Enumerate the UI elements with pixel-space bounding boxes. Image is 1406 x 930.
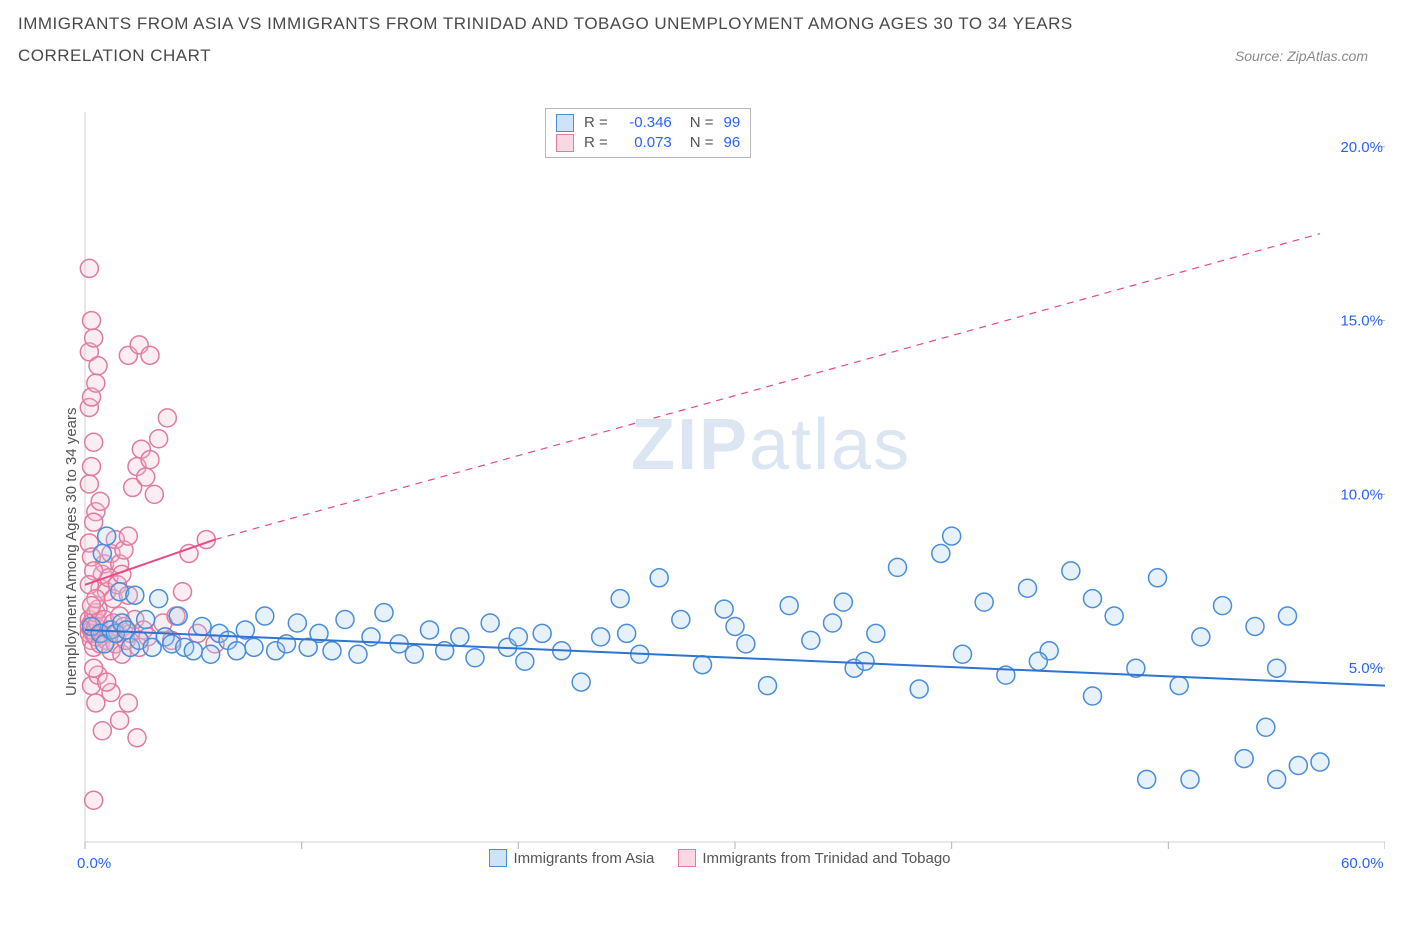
svg-text:15.0%: 15.0%: [1340, 313, 1383, 330]
legend-bottom: 0.0% Immigrants from Asia Immigrants from…: [55, 849, 1385, 872]
legend-n-label: N =: [690, 133, 714, 153]
legend-swatch: [556, 134, 574, 152]
legend-n-value: 99: [724, 113, 741, 133]
legend-bottom-item: Immigrants from Trinidad and Tobago: [678, 849, 950, 867]
legend-r-label: R =: [584, 113, 608, 133]
x-axis-min-label: 0.0%: [77, 855, 111, 872]
legend-bottom-item: Immigrants from Asia: [489, 849, 654, 867]
legend-stats-row: R = 0.073 N = 96: [556, 133, 740, 153]
scatter-plot-svg: 5.0% 10.0% 15.0% 20.0%: [55, 102, 1385, 852]
svg-text:20.0%: 20.0%: [1340, 139, 1383, 156]
legend-swatch: [678, 849, 696, 867]
chart-area: 5.0%10.0%15.0%20.0% ZIPatlas Unemploymen…: [55, 102, 1385, 872]
legend-r-value: -0.346: [618, 113, 672, 133]
legend-bottom-label: Immigrants from Asia: [513, 850, 654, 867]
y-axis-label: Unemployment Among Ages 30 to 34 years: [63, 407, 80, 696]
source-label: Source: ZipAtlas.com: [1235, 48, 1388, 64]
legend-stats-row: R = -0.346 N = 99: [556, 113, 740, 133]
legend-swatch: [556, 114, 574, 132]
title-line-2: CORRELATION CHART: [18, 46, 211, 66]
legend-swatch: [489, 849, 507, 867]
legend-n-label: N =: [690, 113, 714, 133]
title-line-1: IMMIGRANTS FROM ASIA VS IMMIGRANTS FROM …: [18, 14, 1388, 34]
svg-text:10.0%: 10.0%: [1340, 486, 1383, 503]
legend-bottom-label: Immigrants from Trinidad and Tobago: [702, 850, 950, 867]
legend-r-label: R =: [584, 133, 608, 153]
legend-n-value: 96: [724, 133, 741, 153]
svg-text:5.0%: 5.0%: [1349, 660, 1383, 677]
legend-r-value: 0.073: [618, 133, 672, 153]
legend-stats-box: R = -0.346 N = 99 R = 0.073 N = 96: [545, 108, 751, 158]
x-axis-max-label: 60.0%: [1341, 855, 1384, 872]
